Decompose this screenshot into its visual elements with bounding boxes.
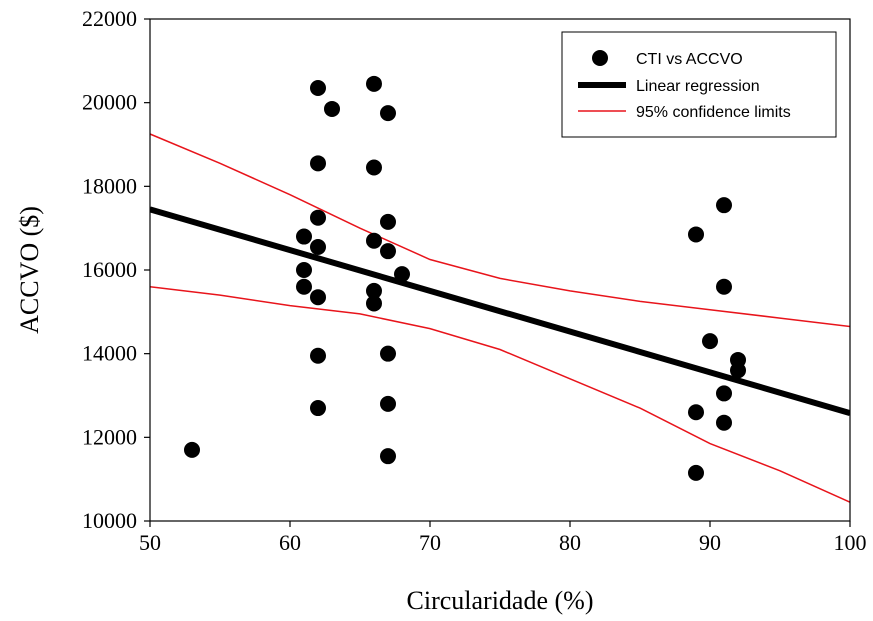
legend-label-confidence: 95% confidence limits [636, 104, 791, 121]
data-point [366, 282, 382, 299]
data-point [716, 278, 732, 295]
axis-ticks: 50 60 70 80 90 100 10000 12000 14000 16000 18000 20… [82, 6, 867, 555]
data-point [310, 289, 326, 306]
x-tick-label: 100 [834, 530, 867, 555]
confidence-limit-upper [150, 133, 850, 328]
y-axis-title: ACCVO ($) [15, 206, 44, 334]
data-point [366, 159, 382, 176]
data-point [366, 232, 382, 249]
data-point [380, 448, 396, 465]
x-tick-label: 80 [559, 530, 581, 555]
data-point [730, 362, 746, 379]
data-point [688, 404, 704, 421]
data-point [184, 441, 200, 458]
data-point [310, 238, 326, 255]
legend-marker-points [592, 50, 608, 66]
data-point [394, 266, 410, 283]
data-point [310, 347, 326, 364]
x-tick-label: 50 [139, 530, 161, 555]
y-tick-label: 22000 [82, 6, 137, 31]
x-tick-label: 60 [279, 530, 301, 555]
y-tick-label: 14000 [82, 341, 137, 366]
data-point [688, 226, 704, 243]
data-point [324, 100, 340, 117]
series-lines [150, 133, 850, 503]
data-point [296, 262, 312, 278]
data-point [310, 400, 326, 417]
data-point [380, 105, 396, 122]
data-point [380, 213, 396, 230]
data-point [296, 228, 312, 245]
regression-line [150, 206, 850, 416]
y-tick-label: 12000 [82, 424, 137, 449]
x-axis-title: Circularidade (%) [407, 586, 594, 615]
data-point [702, 333, 718, 350]
legend-label-regression: Linear regression [636, 78, 760, 95]
y-tick-label: 18000 [82, 173, 137, 198]
x-tick-label: 70 [419, 530, 441, 555]
y-tick-label: 20000 [82, 90, 137, 115]
legend-label-points: CTI vs ACCVO [636, 51, 743, 68]
data-point [688, 464, 704, 481]
data-point [310, 155, 326, 172]
x-tick-label: 90 [699, 530, 721, 555]
y-tick-label: 10000 [82, 508, 137, 533]
plot-area [150, 75, 850, 503]
data-point [366, 295, 382, 312]
data-point [366, 75, 382, 92]
data-point [380, 395, 396, 412]
y-tick-label: 16000 [82, 257, 137, 282]
data-point [310, 209, 326, 226]
legend: CTI vs ACCVO Linear regression 95% confi… [561, 31, 837, 138]
data-point [716, 414, 732, 431]
data-point [296, 278, 312, 295]
data-point [716, 385, 732, 402]
data-point [380, 345, 396, 362]
data-point [716, 197, 732, 214]
confidence-limit-lower [150, 285, 850, 503]
data-point [380, 243, 396, 260]
data-point [310, 80, 326, 97]
